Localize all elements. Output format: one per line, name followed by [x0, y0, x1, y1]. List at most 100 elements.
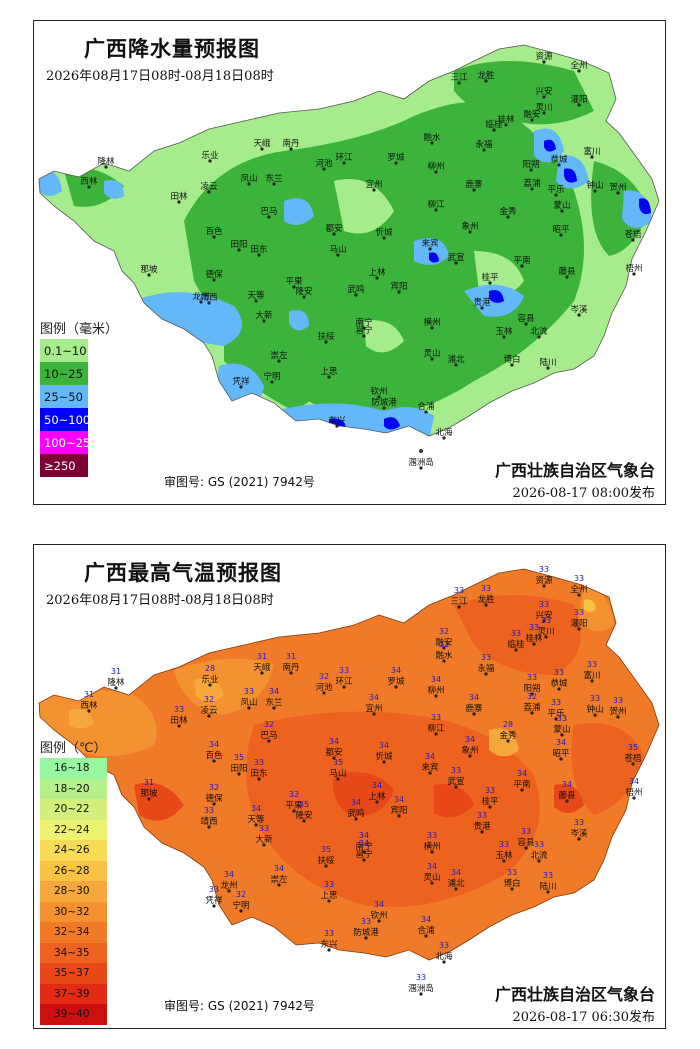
city-dot [434, 208, 438, 212]
city-label: 荔浦 [523, 702, 541, 713]
city-label: 百色 [205, 750, 223, 761]
city-dot [544, 635, 548, 639]
city-dot [542, 60, 546, 64]
city-label: 环江 [335, 677, 353, 687]
city-label: 容县 [517, 837, 535, 848]
city-label: 田林 [170, 715, 188, 726]
city-label: 贺州 [609, 706, 626, 717]
city-dot [394, 161, 398, 165]
city-dot [577, 69, 581, 73]
city-marker: 上思 [320, 891, 338, 903]
city-marker: 上林 [368, 791, 386, 804]
temperature-value: 33 [324, 880, 334, 889]
city-label: 梧州 [625, 263, 642, 274]
temperature-value: 34 [427, 862, 437, 871]
legend-swatch: 35~37 [40, 963, 107, 984]
temperature-value: 31 [144, 778, 154, 787]
city-label: 南丹 [282, 138, 300, 149]
city-label: 桂平 [481, 796, 499, 807]
legend-label: 32~34 [54, 926, 90, 939]
temperature-value: 33 [454, 586, 464, 595]
legend-swatch: 28~30 [40, 881, 107, 902]
city-marker: 平果 [285, 277, 303, 289]
temperature-value: 33 [539, 565, 549, 574]
city-marker: 柳州 [427, 161, 445, 174]
city-label: 东兴 [328, 415, 346, 426]
legend-swatch: 10~25 [40, 362, 88, 385]
temperature-value: 33 [477, 811, 487, 820]
rain-legend-item: 25~50 [40, 385, 118, 408]
city-marker: 东兴 [328, 415, 346, 428]
city-marker: 桂平 [481, 272, 499, 285]
temperature-value: 33 [587, 660, 597, 669]
legend-swatch: 37~39 [40, 983, 107, 1004]
city-marker: 玉林 [495, 326, 513, 339]
city-dot [514, 648, 518, 652]
city-dot [424, 934, 428, 938]
city-marker: 上林 [368, 267, 386, 280]
city-label: 灵川 [535, 103, 552, 113]
city-dot [542, 619, 546, 623]
city-label: 隆林 [97, 156, 115, 167]
city-label: 马山 [329, 768, 346, 779]
city-label: 扶绥 [317, 855, 335, 866]
city-label: 武鸣 [347, 284, 364, 295]
city-marker: 平南 [513, 255, 531, 268]
city-marker: 罗城 [387, 677, 405, 689]
legend-swatch: 25~50 [40, 385, 88, 408]
city-dot [430, 141, 434, 145]
temperature-value: 33 [529, 623, 539, 632]
temperature-value: 33 [254, 758, 264, 767]
city-marker: 马山 [329, 244, 347, 257]
city-dot [546, 890, 550, 894]
city-label: 天峨 [253, 662, 271, 673]
city-marker: 富川 [583, 670, 601, 683]
city-dot [177, 200, 181, 204]
city-label: 融水 [423, 132, 441, 143]
legend-label: 16~18 [54, 762, 90, 775]
city-dot [434, 170, 438, 174]
city-dot [419, 992, 423, 996]
city-label: 鹿寨 [465, 179, 483, 190]
city-label: 凤山 [240, 697, 257, 708]
city-marker: 环江 [335, 677, 353, 689]
temperature-value: 34 [269, 687, 279, 696]
temperature-value: 34 [391, 666, 401, 675]
city-dot [375, 800, 379, 804]
city-label: 贵港 [473, 297, 491, 308]
city-label: 平南 [513, 779, 530, 790]
city-marker: 北流 [530, 850, 548, 863]
city-dot [457, 605, 461, 609]
city-marker: 合浦 [417, 401, 435, 414]
temperature-value: 33 [521, 827, 531, 836]
legend-label: 34~35 [54, 946, 90, 959]
city-marker: 金秀 [499, 206, 517, 219]
legend-swatch: 24~26 [40, 840, 107, 861]
city-marker: 德保 [205, 269, 223, 282]
city-label: 钦州 [370, 386, 387, 397]
legend-label: ≥250 [44, 458, 76, 473]
temperature-value: 34 [629, 777, 639, 786]
temperature-value: 34 [329, 737, 339, 746]
city-marker: 宜州 [365, 703, 383, 716]
city-marker: 兴安 [535, 86, 553, 99]
temp-legend-item: 20~22 [40, 799, 107, 820]
city-label: 兴安 [535, 86, 552, 97]
city-label: 巴马 [260, 731, 277, 741]
city-label: 隆安 [295, 810, 312, 821]
city-label: 靖西 [200, 816, 217, 827]
city-dot [430, 881, 434, 885]
city-marker: 北流 [530, 326, 548, 339]
city-dot [354, 293, 358, 297]
city-label: 柳江 [427, 723, 445, 734]
city-marker: 鹿寨 [465, 703, 483, 716]
weizhou-island [419, 449, 423, 453]
city-dot [502, 335, 506, 339]
city-label: 博白 [503, 878, 520, 889]
city-label: 东兰 [265, 173, 282, 184]
city-label: 象州 [461, 745, 478, 756]
city-label: 邕宁 [355, 325, 372, 336]
city-label: 阳朔 [522, 159, 539, 170]
city-marker: 天峨 [253, 662, 271, 675]
city-marker: 荔浦 [523, 702, 541, 715]
